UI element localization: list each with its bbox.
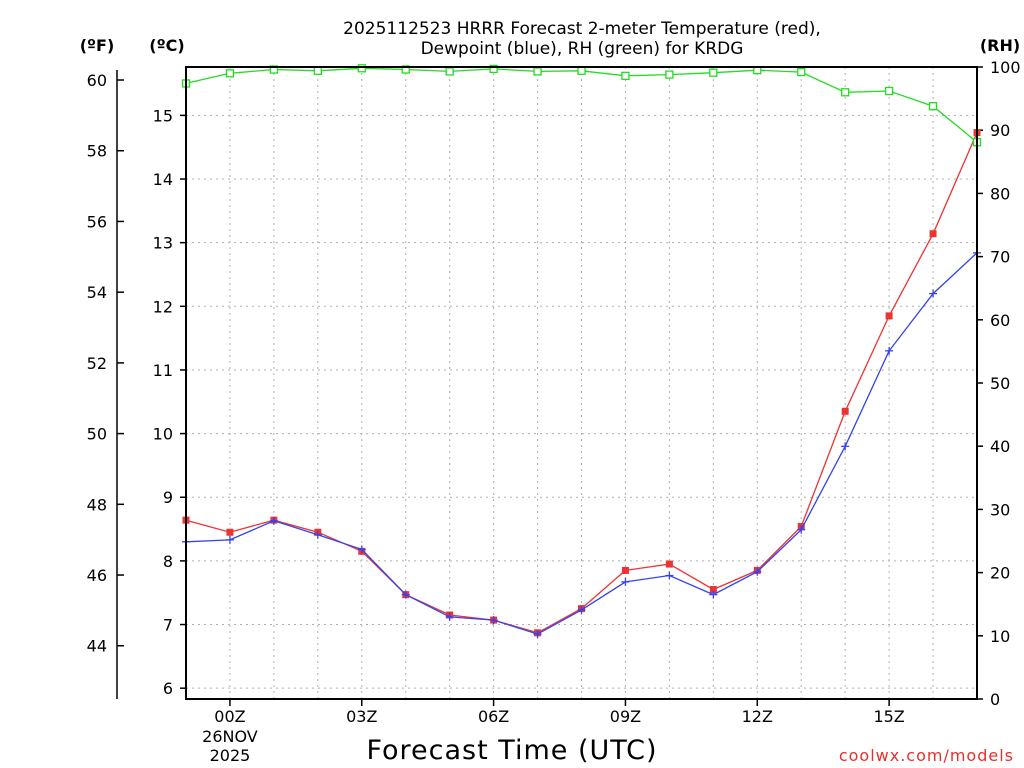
temperature-point (665, 560, 673, 568)
celsius-tick-label: 11 (153, 361, 173, 380)
temperature-point (226, 528, 234, 536)
temperature-point (885, 312, 893, 320)
rh-tick-label: 40 (990, 437, 1010, 456)
dewpoint-point (401, 590, 410, 599)
dewpoint-point (929, 289, 938, 298)
rh-unit-label: (RH) (980, 36, 1020, 55)
rh-point (709, 68, 718, 77)
celsius-tick-label: 7 (163, 616, 173, 635)
fahrenheit-tick-label: 44 (87, 637, 107, 656)
rh-tick-label: 20 (990, 564, 1010, 583)
rh-tick-label: 80 (990, 184, 1010, 203)
dewpoint-point (665, 571, 674, 580)
rh-point (797, 67, 806, 77)
rh-point (533, 67, 542, 76)
celsius-tick-label: 13 (153, 234, 173, 253)
dewpoint-point (225, 535, 234, 544)
x-tick-label: 09Z (610, 707, 641, 726)
credit-label: coolwx.com/models (839, 746, 1014, 765)
rh-tick-label: 90 (990, 121, 1010, 140)
x-tick-label: 00Z (214, 707, 245, 726)
axes: 44 46 48 50 52 54 56 58 60 6 7 8 9 10 11 12 13 14 15 0 10 20 3… (87, 58, 1021, 765)
rh-point (445, 67, 454, 76)
rh-tick-label: 70 (990, 248, 1010, 267)
fahrenheit-tick-label: 58 (87, 142, 107, 161)
temperature-point (621, 566, 629, 574)
fahrenheit-tick-label: 46 (87, 566, 107, 585)
plot-frame (185, 66, 978, 700)
rh-tick-label: 10 (990, 627, 1010, 646)
rh-point (665, 70, 674, 79)
dewpoint-point (797, 525, 806, 534)
rh-point (928, 102, 938, 111)
dewpoint-point (533, 630, 542, 639)
chart-title-line2: Dewpoint (blue), RH (green) for KRDG (421, 39, 744, 59)
rh-point (313, 66, 322, 75)
celsius-tick-label: 9 (163, 488, 173, 507)
x-axis-title: Forecast Time (UTC) (366, 735, 657, 766)
dewpoint-point (489, 616, 498, 625)
rh-point (841, 88, 850, 97)
rh-point (577, 66, 586, 75)
x-tick-label: 06Z (478, 707, 509, 726)
celsius-tick-label: 8 (163, 552, 173, 571)
dewpoint-point (577, 605, 586, 614)
rh-point (225, 69, 235, 78)
rh-point (884, 86, 894, 96)
fahrenheit-tick-label: 52 (87, 354, 107, 373)
fahrenheit-tick-label: 56 (87, 212, 107, 231)
fahrenheit-unit-label: (ºF) (80, 36, 115, 55)
dewpoint-point (753, 567, 762, 576)
fahrenheit-tick-label: 54 (87, 283, 107, 302)
dewpoint-point (841, 442, 850, 451)
dewpoint-point (357, 545, 366, 554)
fahrenheit-tick-label: 60 (87, 71, 107, 90)
x-tick-label: 03Z (346, 707, 377, 726)
celsius-tick-label: 14 (153, 170, 173, 189)
celsius-unit-label: (ºC) (149, 36, 184, 55)
x-tick-label: 12Z (742, 707, 773, 726)
dewpoint-point (885, 346, 894, 355)
rh-point (621, 71, 630, 80)
rh-tick-label: 30 (990, 500, 1010, 519)
celsius-tick-label: 15 (153, 106, 173, 125)
dewpoint-point (313, 530, 322, 539)
rh-tick-label: 0 (990, 690, 1000, 709)
celsius-tick-label: 10 (153, 425, 173, 444)
temperature-point (841, 407, 849, 415)
rh-point (489, 64, 498, 74)
fahrenheit-tick-label: 48 (87, 495, 107, 514)
temperature-point (709, 586, 717, 594)
chart-title-line1: 2025112523 HRRR Forecast 2-meter Tempera… (343, 19, 821, 39)
rh-tick-label: 100 (990, 58, 1021, 77)
dewpoint-point (445, 612, 454, 621)
temperature-point (929, 230, 937, 238)
rh-point (357, 64, 366, 73)
x-tick-label: 15Z (873, 707, 904, 726)
celsius-tick-label: 6 (163, 679, 173, 698)
x-tick-year-label: 2025 (210, 746, 251, 765)
fahrenheit-tick-label: 50 (87, 425, 107, 444)
dewpoint-point (621, 577, 630, 586)
dewpoint-point (269, 516, 278, 525)
dewpoint-point (709, 590, 718, 599)
x-tick-date-label: 26NOV (202, 727, 258, 746)
rh-tick-label: 50 (990, 374, 1010, 393)
rh-tick-label: 60 (990, 311, 1010, 330)
celsius-tick-label: 12 (153, 297, 173, 316)
